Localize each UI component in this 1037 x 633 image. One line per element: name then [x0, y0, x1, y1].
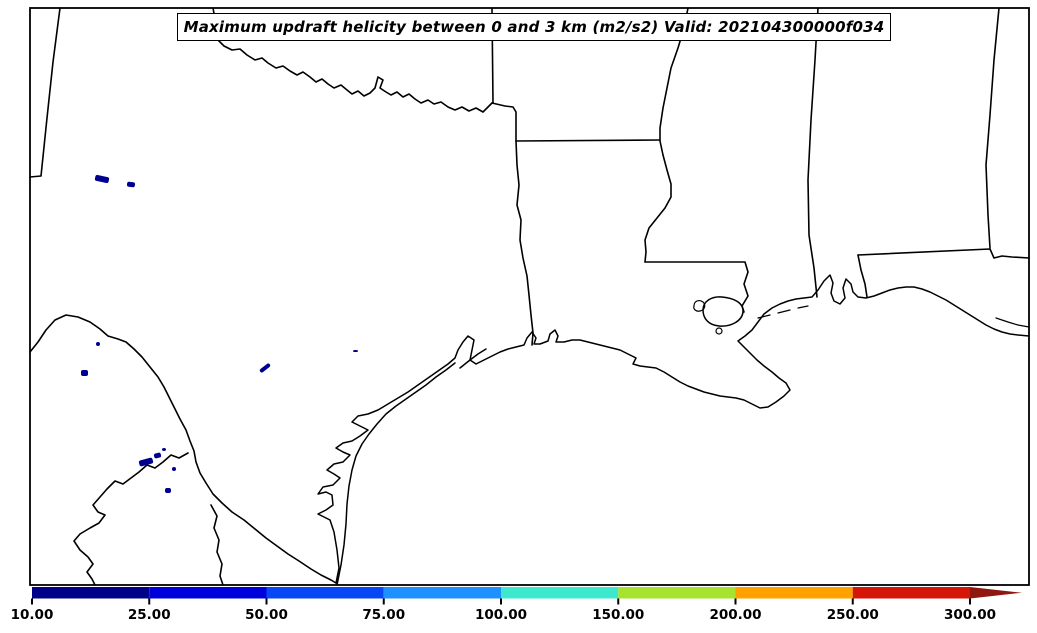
colorbar-tick-label: 25.00 — [128, 607, 171, 623]
border-texas-louisiana-sabine — [515, 140, 534, 346]
colorbar-tick-label: 300.00 — [944, 607, 996, 623]
colorbar-tick-label: 250.00 — [827, 607, 879, 623]
border-rio-grande — [29, 314, 337, 584]
colorbar-segment — [501, 587, 619, 599]
border-mexico-states-south — [210, 504, 224, 586]
border-newmexico-texas — [29, 7, 61, 178]
helicity-spot — [165, 488, 171, 493]
colorbar-segment — [383, 587, 501, 599]
colorbar-tick-label: 150.00 — [592, 607, 644, 623]
helicity-spot — [153, 452, 162, 459]
helicity-spot — [138, 457, 154, 467]
colorbar-segment — [32, 587, 150, 599]
border-arkansas-louisiana — [515, 139, 661, 142]
colorbar-tick-label: 50.00 — [245, 607, 288, 623]
galveston-island — [459, 348, 487, 369]
border-mississippi-river — [644, 7, 689, 263]
colorbar-tick-label: 75.00 — [362, 607, 405, 623]
colorbar-segment — [735, 587, 853, 599]
lake-pontchartrain — [702, 296, 744, 327]
helicity-spots-layer — [81, 174, 358, 493]
border-alabama-florida — [857, 248, 1030, 259]
border-alabama-georgia — [985, 7, 1000, 249]
mississippi-sound-island-2 — [777, 309, 791, 314]
helicity-spot — [353, 350, 358, 352]
plot-title-box: Maximum updraft helicity between 0 and 3… — [177, 13, 891, 41]
mississippi-sound-island-1 — [757, 314, 771, 319]
gulf-coastline — [317, 274, 1030, 584]
helicity-spot — [259, 363, 271, 373]
colorbar: 10.00 25.00 50.00 75.00 100.00 150.00 200.00 25… — [11, 587, 1022, 623]
colorbar-segment — [852, 587, 970, 599]
colorbar-segment — [149, 587, 267, 599]
padre-barrier-island — [336, 362, 456, 586]
colorbar-tick-label: 100.00 — [475, 607, 527, 623]
helicity-spot — [172, 467, 176, 471]
helicity-spot — [96, 342, 100, 346]
florida-sound-line — [995, 317, 1030, 328]
lake-borgne-blob — [715, 327, 723, 335]
mississippi-sound-island-3 — [797, 305, 809, 309]
colorbar-extend-arrow — [970, 587, 1022, 599]
colorbar-segment — [266, 587, 384, 599]
border-mexico-states-west — [73, 452, 189, 586]
helicity-spot — [126, 181, 136, 188]
colorbar-tick-label: 10.00 — [11, 607, 54, 623]
plot-title: Maximum updraft helicity between 0 and 3… — [183, 18, 885, 36]
border-florida-perdido — [857, 254, 868, 298]
helicity-spot — [81, 370, 88, 376]
colorbar-tick-label: 200.00 — [709, 607, 761, 623]
border-texas-arkansas — [491, 102, 517, 142]
border-mississippi-alabama — [807, 7, 819, 298]
border-red-river-texas-oklahoma — [218, 40, 493, 113]
state-borders — [29, 7, 1030, 586]
helicity-spot — [94, 174, 110, 184]
colorbar-segment — [618, 587, 736, 599]
helicity-spot — [162, 448, 166, 451]
coastlines — [317, 274, 1030, 586]
lake-maurepas — [693, 300, 706, 312]
